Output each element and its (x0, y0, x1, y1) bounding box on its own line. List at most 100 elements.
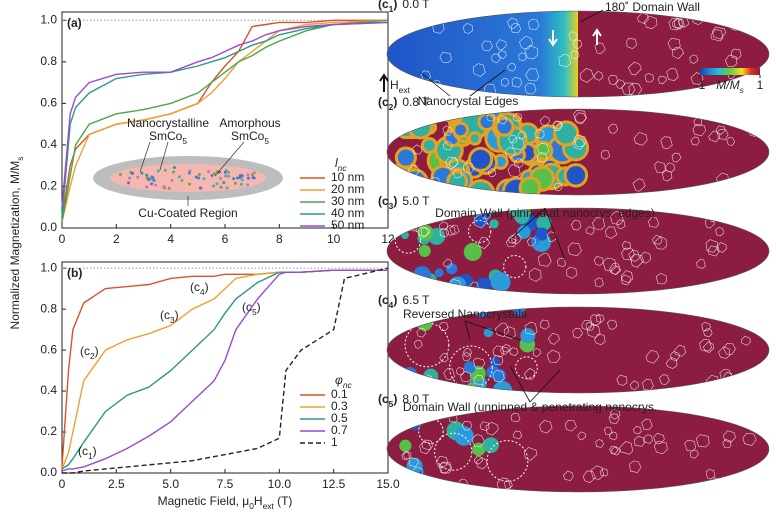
grain-edge (742, 218, 755, 231)
grain-edge (570, 50, 580, 60)
grain-edge (524, 321, 538, 336)
grain-edge (477, 237, 491, 250)
legend-label: 30 nm (331, 194, 364, 208)
reversed-region (520, 328, 536, 344)
inset-grain (162, 185, 166, 189)
reversed-region (397, 149, 415, 166)
annotation-pointer (579, 9, 604, 23)
inset-grain (128, 176, 132, 180)
grain-edge (593, 71, 604, 81)
annotation-pointer (464, 320, 471, 341)
grain-edge (417, 226, 429, 238)
grain-edge (723, 342, 736, 355)
grain-edge (442, 125, 453, 136)
grain-edge (671, 17, 684, 29)
grain-edge (439, 51, 452, 63)
reversed-region (517, 225, 531, 239)
grain-edge (643, 15, 658, 30)
colorbar (700, 68, 760, 75)
curve-annotation: (c5) (242, 300, 261, 317)
panel-label-part: (c (378, 95, 389, 109)
panel-outline (386, 108, 770, 196)
grain-edge (604, 226, 618, 239)
inset-grain (197, 176, 201, 180)
dashed-highlight (434, 432, 473, 471)
field-arrow-label: Hext (390, 78, 411, 95)
reversed-region (423, 140, 435, 151)
inset-label-part: 5 (182, 136, 187, 146)
grain-edge (628, 249, 640, 262)
legend-label: 20 nm (331, 182, 364, 196)
inset-label: SmCo5 (149, 129, 187, 146)
field-arrow (379, 73, 389, 92)
grain-edge (591, 217, 606, 230)
inset-grain (210, 174, 214, 178)
reversed-region (536, 215, 552, 231)
inset-grain (187, 171, 191, 175)
x-tick-label: 0 (59, 232, 66, 246)
grain-edge (572, 328, 583, 339)
grain-edge (699, 338, 712, 352)
annotation-pointer (469, 69, 506, 97)
grain-edge (627, 61, 642, 76)
inset-grain (150, 176, 154, 180)
grain-edge (511, 137, 525, 151)
legend-label: 1 (331, 435, 338, 449)
grain-edge (664, 162, 676, 173)
grain-edge (629, 460, 642, 473)
grain-edge (510, 23, 522, 34)
grain-edge (539, 319, 550, 330)
inset-grain (140, 171, 144, 175)
inset-grain (145, 173, 149, 177)
reversed-region (490, 272, 511, 292)
curve-annotation-part: ) (93, 444, 97, 458)
panel-label-part: 4 (389, 300, 394, 310)
inset-grain (187, 182, 191, 186)
grain-edge (519, 35, 533, 50)
inset-pointer (139, 141, 151, 173)
x-axis-label-part: H (254, 494, 263, 508)
panel-label-part: ) (393, 293, 397, 307)
panel-label: (c3) 5.0 T (378, 194, 430, 211)
inset-label: Nanocrystalline (127, 116, 209, 130)
reversed-region (530, 237, 540, 246)
y-tick-label: 0.8 (40, 301, 57, 315)
inset-grain (239, 182, 243, 186)
grain-edge (610, 409, 621, 420)
grain-edge (456, 367, 465, 376)
x-tick-label: 6 (222, 232, 229, 246)
magnetization-map (387, 208, 769, 294)
grain-edge (643, 434, 653, 444)
inset-label-part: SmCo (231, 129, 265, 143)
panel-label-part: (c (378, 194, 389, 208)
grain-edge (740, 335, 751, 346)
grain-edge (523, 447, 538, 461)
grain-edge (486, 112, 496, 122)
grain-edge (438, 221, 448, 231)
legend-title-part: nc (338, 163, 348, 173)
grain-edge (726, 137, 736, 146)
x-tick-label: 2 (113, 232, 120, 246)
grain-edge (641, 418, 653, 430)
grain-edge (632, 178, 646, 192)
grain-edge (485, 421, 499, 436)
inset-grain (170, 178, 174, 182)
inset-grain (147, 178, 151, 182)
x-tick-label: 10.0 (268, 477, 292, 491)
y-tick-label: 0.0 (40, 220, 57, 234)
x-tick-label: 7.5 (217, 477, 234, 491)
grain-edge (639, 251, 652, 264)
curve-annotation-part: (c (242, 300, 252, 314)
dashed-highlight (503, 254, 527, 279)
curve-annotation: (c3) (160, 308, 179, 325)
grain-edge (463, 348, 472, 357)
grain-edge (548, 332, 560, 345)
grain-edge (492, 370, 505, 383)
grain-edge (525, 68, 540, 82)
grain-edge (476, 457, 488, 470)
legend-label: 40 nm (331, 206, 364, 220)
grain-edge (705, 239, 719, 253)
moment-arrow-up (592, 28, 602, 45)
y-tick-label: 0.8 (40, 54, 57, 68)
grain-edge (629, 380, 640, 390)
